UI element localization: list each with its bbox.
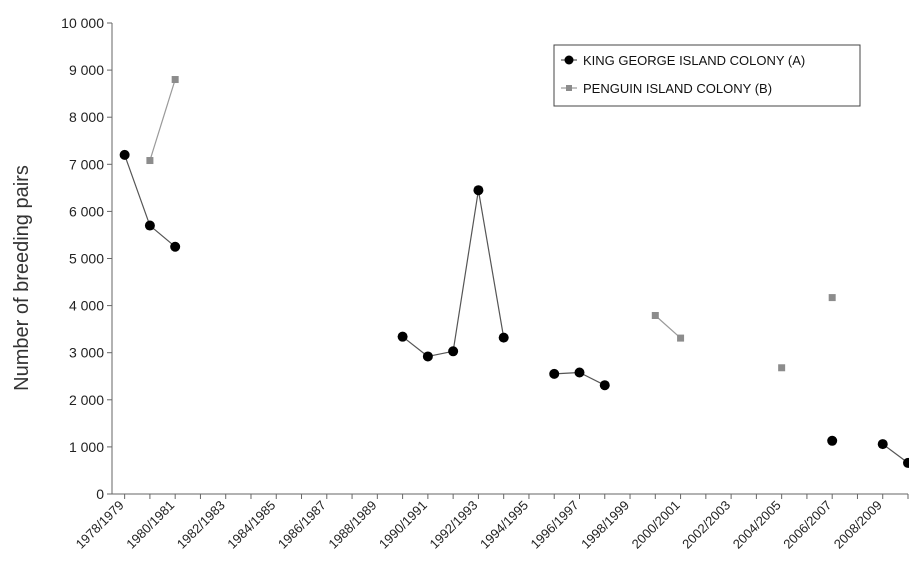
y-tick-label: 3 000 [69,345,104,361]
y-tick-label: 2 000 [69,392,104,408]
data-point [498,332,509,343]
x-tick-label: 2006/2007 [780,498,834,552]
x-tick-label: 1978/1979 [73,498,127,552]
legend-marker-series-a [564,55,574,65]
series-a [119,149,909,468]
data-point [651,311,659,319]
x-tick-label: 1992/1993 [426,498,480,552]
data-point [448,346,459,357]
data-point [828,294,836,302]
legend-marker-series-b [566,85,572,91]
y-tick-label: 9 000 [69,62,104,78]
series-layer [119,76,909,468]
data-point [144,220,155,231]
data-point [146,157,154,165]
data-point [778,364,786,372]
x-tick-label: 1980/1981 [123,498,177,552]
x-tick-label: 2000/2001 [629,498,683,552]
data-point [903,457,909,468]
series-line-segment [149,225,176,248]
y-tick-label: 1 000 [69,439,104,455]
series-line-segment [452,190,480,352]
x-tick-label: 1986/1987 [275,498,329,552]
series-line-segment [149,79,176,161]
y-ticks: 0 1 000 2 000 3 000 4 000 5 000 6 000 7 000 8 00… [61,15,112,502]
data-point [877,439,888,450]
data-point [170,241,181,252]
x-tick-label: 1988/1989 [325,498,379,552]
x-tick-label: 1996/1997 [528,498,582,552]
data-point [574,367,585,378]
x-ticks: 1978/19791980/19811982/19831984/19851986… [73,494,909,552]
legend-label-series-a: KING GEORGE ISLAND COLONY (A) [583,53,805,68]
x-tick-label: 1998/1999 [578,498,632,552]
series-b [146,76,836,372]
y-tick-label: 10 000 [61,15,104,31]
legend: KING GEORGE ISLAND COLONY (A) PENGUIN IS… [553,44,861,107]
x-tick-label: 1984/1985 [224,498,278,552]
y-tick-label: 5 000 [69,251,104,267]
y-tick-label: 7 000 [69,156,104,172]
series-line-segment [477,190,505,338]
x-tick-label: 1982/1983 [174,498,228,552]
data-point [549,368,560,379]
legend-box [553,44,861,107]
series-line-segment [882,443,909,464]
y-tick-label: 4 000 [69,298,104,314]
legend-label-series-b: PENGUIN ISLAND COLONY (B) [583,81,772,96]
data-point [119,149,130,160]
y-axis-label: Number of breeding pairs [11,165,33,391]
data-point [599,380,610,391]
data-point [397,331,408,342]
series-line-segment [124,154,151,226]
data-point [171,76,179,84]
x-tick-label: 2002/2003 [679,498,733,552]
y-tick-label: 8 000 [69,109,104,125]
x-tick-label: 2004/2005 [730,498,784,552]
x-tick-label: 2008/2009 [831,498,885,552]
y-tick-label: 6 000 [69,203,104,219]
data-point [473,185,484,196]
data-point [422,351,433,362]
series-line-segment [402,336,429,357]
data-point [827,435,838,446]
series-line-segment [654,315,681,339]
data-point [677,334,685,342]
x-tick-label: 1990/1991 [376,498,430,552]
y-tick-label: 0 [96,486,104,502]
x-tick-label: 1994/1995 [477,498,531,552]
